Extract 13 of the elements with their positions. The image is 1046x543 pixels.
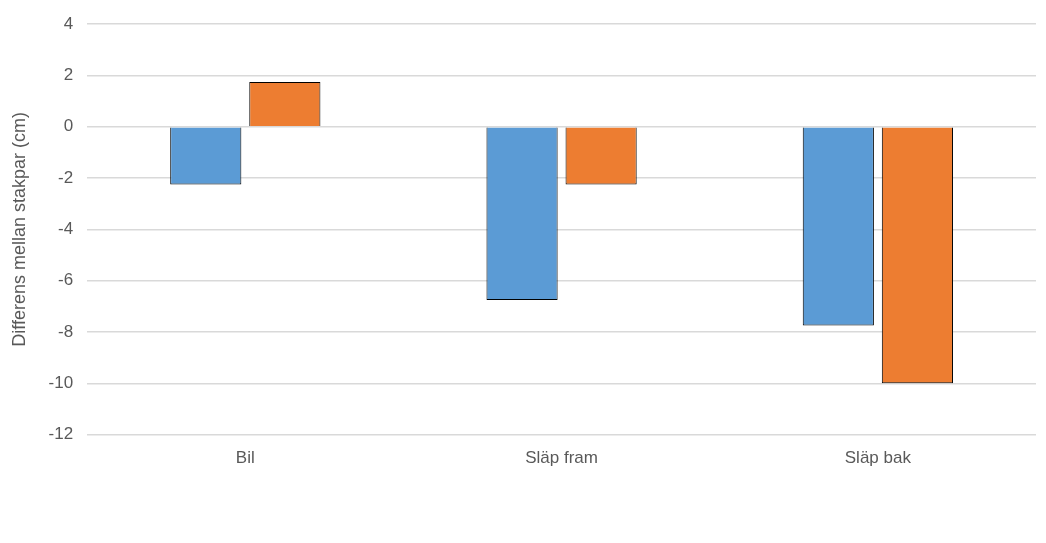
- y-tick-label: -10: [48, 372, 74, 392]
- y-tick-label: -2: [58, 167, 74, 187]
- x-tick-label: Släp bak: [844, 448, 912, 468]
- y-axis-title: Differens mellan stakpar (cm): [8, 112, 29, 347]
- y-tick-label: 2: [63, 65, 74, 85]
- x-tick-label: Släp fram: [525, 448, 598, 468]
- y-tick-label: 0: [63, 116, 74, 136]
- y-tick-label: -8: [58, 321, 74, 341]
- x-tick-label: Bil: [235, 448, 255, 468]
- y-tick-label: -4: [58, 219, 74, 239]
- y-tick-label: -6: [58, 270, 74, 290]
- y-tick-label: 4: [63, 13, 74, 33]
- y-tick-label: -12: [48, 424, 74, 444]
